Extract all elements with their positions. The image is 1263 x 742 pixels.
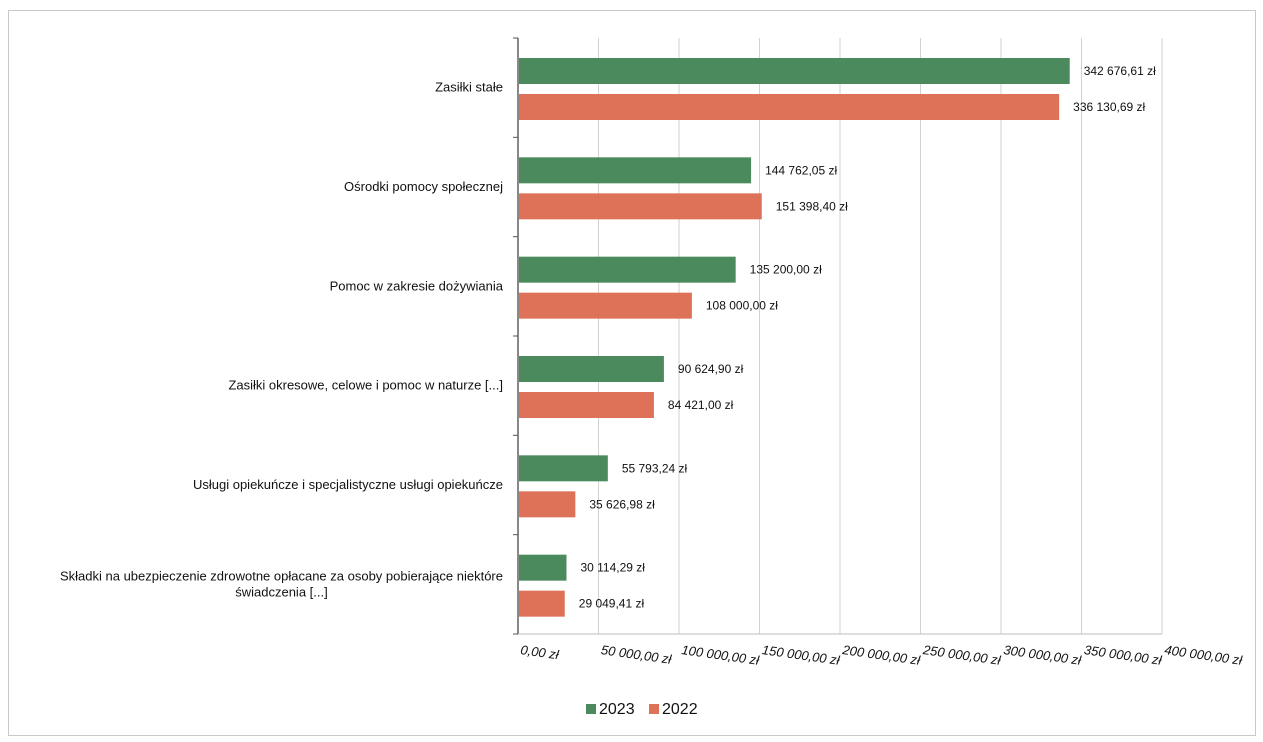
- category-label-line: świadczenia [...]: [235, 584, 328, 599]
- x-tick-label: 0,00 zł: [520, 642, 561, 662]
- legend-swatch-2022: [649, 704, 659, 714]
- data-label-2022: 336 130,69 zł: [1073, 100, 1145, 114]
- x-tick-label: 350 000,00 zł: [1083, 642, 1163, 668]
- bar-2023: [519, 157, 752, 184]
- data-label-2022: 35 626,98 zł: [589, 497, 655, 511]
- category-label-line: Zasiłki okresowe, celowe i pomoc w natur…: [228, 378, 503, 393]
- bar-2022: [519, 193, 762, 220]
- data-label-2023: 90 624,90 zł: [678, 362, 744, 376]
- bar-2023: [519, 356, 664, 382]
- bar-2023: [519, 455, 608, 482]
- bar-2022: [519, 292, 692, 319]
- data-label-2022: 29 049,41 zł: [579, 597, 645, 611]
- x-tick-label: 200 000,00 zł: [841, 642, 922, 668]
- data-label-2022: 84 421,00 zł: [668, 398, 734, 412]
- x-tick-label: 400 000,00 zł: [1164, 642, 1244, 668]
- category-label: Zasiłki stałe: [435, 80, 503, 95]
- category-label: Ośrodki pomocy społecznej: [344, 179, 503, 194]
- bar-2022: [519, 94, 1060, 120]
- data-label-2023: 342 676,61 zł: [1084, 64, 1156, 78]
- bar-2022: [519, 590, 565, 617]
- x-tick-label: 300 000,00 zł: [1003, 642, 1083, 668]
- category-label: Usługi opiekuńcze i specjalistyczne usłu…: [193, 477, 503, 492]
- legend-label-2023: 2023: [599, 701, 635, 718]
- data-label-2022: 108 000,00 zł: [706, 299, 778, 313]
- bar-2022: [519, 491, 576, 518]
- bar-2023: [519, 58, 1070, 84]
- category-label-line: Składki na ubezpieczenie zdrowotne opłac…: [60, 568, 503, 583]
- x-tick-label: 250 000,00 zł: [921, 642, 1002, 668]
- bar-2023: [519, 256, 736, 283]
- category-label: Zasiłki okresowe, celowe i pomoc w natur…: [228, 378, 503, 393]
- data-label-2023: 55 793,24 zł: [622, 461, 688, 475]
- category-label-line: Zasiłki stałe: [435, 80, 503, 95]
- bar-2023: [519, 554, 567, 581]
- category-label-line: Pomoc w zakresie dożywiania: [330, 278, 504, 293]
- x-tick-label: 150 000,00 zł: [761, 642, 841, 668]
- legend-swatch-2023: [586, 704, 596, 714]
- category-label: Składki na ubezpieczenie zdrowotne opłac…: [60, 568, 503, 599]
- category-label: Pomoc w zakresie dożywiania: [330, 278, 504, 293]
- legend-label-2022: 2022: [662, 701, 698, 718]
- data-label-2023: 135 200,00 zł: [750, 263, 822, 277]
- data-label-2023: 144 762,05 zł: [765, 163, 837, 177]
- x-tick-label: 50 000,00 zł: [600, 642, 673, 667]
- bar-2022: [519, 392, 654, 418]
- category-label-line: Ośrodki pomocy społecznej: [344, 179, 503, 194]
- category-label-line: Usługi opiekuńcze i specjalistyczne usłu…: [193, 477, 503, 492]
- x-tick-label: 100 000,00 zł: [681, 642, 761, 668]
- data-label-2022: 151 398,40 zł: [776, 199, 848, 213]
- data-label-2023: 30 114,29 zł: [580, 561, 645, 575]
